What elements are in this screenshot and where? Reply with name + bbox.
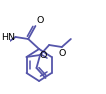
Text: HN: HN (1, 33, 15, 41)
Text: O: O (58, 49, 66, 58)
Text: O: O (36, 16, 44, 25)
Text: O: O (40, 51, 47, 60)
